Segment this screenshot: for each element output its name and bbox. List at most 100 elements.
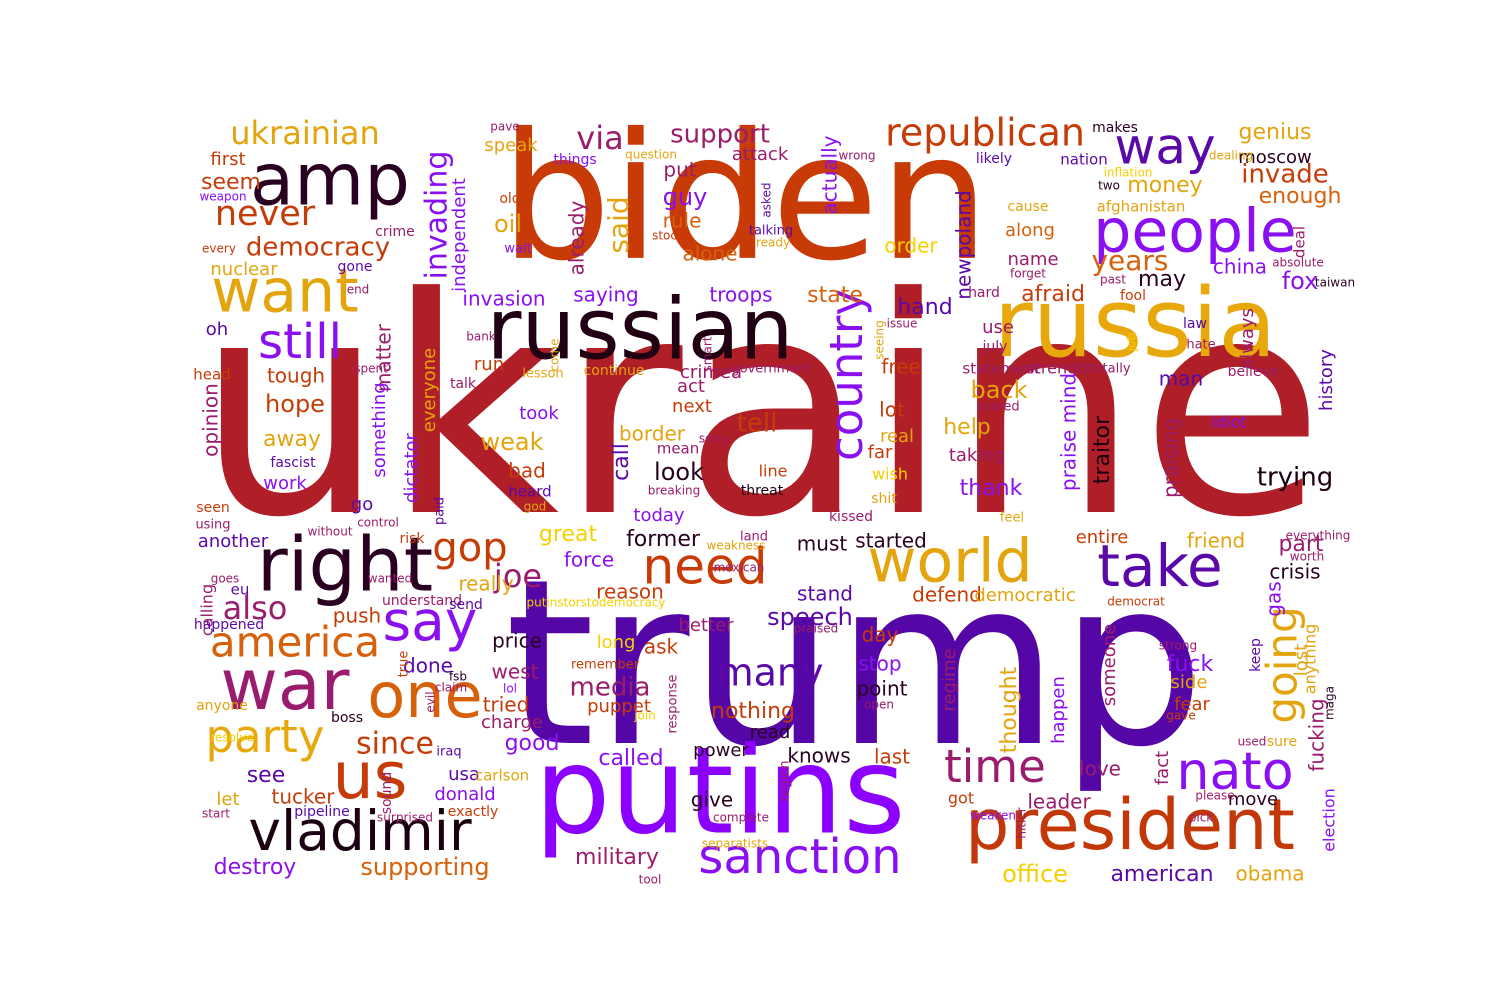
word-taking: taking xyxy=(949,445,1005,466)
word-order: order xyxy=(884,234,938,258)
word-good: good xyxy=(505,731,560,756)
word-believe: believe xyxy=(1228,364,1279,380)
word-stock: stock xyxy=(652,229,684,243)
word-russian: russian xyxy=(487,280,794,379)
word-wanted: wanted xyxy=(368,572,412,586)
word-iraq: iraq xyxy=(436,745,461,760)
word-day: day xyxy=(862,623,899,647)
word-putins: putins xyxy=(534,723,905,862)
word-gop: gop xyxy=(432,525,507,571)
word-back: back xyxy=(970,376,1027,404)
word-nothing: nothing xyxy=(711,699,795,724)
word-threat: threat xyxy=(741,483,784,499)
word-carlson: carlson xyxy=(475,767,529,785)
word-land: land xyxy=(740,530,768,545)
word-right: right xyxy=(257,521,433,609)
word-china: china xyxy=(1213,255,1267,279)
word-people: people xyxy=(1093,197,1296,267)
word-since: since xyxy=(356,727,434,762)
word-nuclear: nuclear xyxy=(210,259,278,280)
word-away: away xyxy=(263,427,321,452)
word-open: open xyxy=(864,698,894,712)
word-gone: gone xyxy=(338,259,373,275)
word-support: support xyxy=(670,120,770,150)
word-last: last xyxy=(874,745,910,769)
word-said: said xyxy=(602,196,635,253)
word-sorry: sorry xyxy=(699,432,729,446)
word-country: country xyxy=(820,289,873,461)
word-side: side xyxy=(1171,672,1208,693)
word-nation: nation xyxy=(1060,151,1107,169)
word-weak: weak xyxy=(481,428,544,456)
word-seen: seen xyxy=(196,500,229,516)
word-mexican: mexican xyxy=(714,561,765,575)
word-way: way xyxy=(1114,118,1215,176)
word-anyone: anyone xyxy=(196,698,248,714)
word-someone: someone xyxy=(1099,624,1120,707)
word-god: god xyxy=(524,500,547,514)
word-dealing: dealing xyxy=(1209,149,1253,163)
word-attack: attack xyxy=(732,144,789,165)
word-great: great xyxy=(539,522,598,547)
word-next: next xyxy=(672,396,712,417)
word-going: going xyxy=(1258,606,1307,723)
word-job: job xyxy=(1125,333,1139,352)
word-complete: complete xyxy=(713,811,769,825)
word-office: office xyxy=(1002,860,1068,888)
word-breaking: breaking xyxy=(648,484,701,498)
word-likely: likely xyxy=(976,151,1012,167)
word-long: long xyxy=(597,632,636,653)
word-continue: continue xyxy=(584,363,645,379)
word-talking: talking xyxy=(749,224,793,239)
word-seem: seem xyxy=(201,170,261,195)
word-claim: claim xyxy=(435,681,467,695)
word-let: let xyxy=(216,789,239,810)
word-trying: trying xyxy=(1257,463,1333,493)
word-point: point xyxy=(856,677,907,701)
word-praise-mind: praise mind xyxy=(1057,373,1081,491)
word-everyone: everyone xyxy=(419,348,440,432)
word-wish: wish xyxy=(872,465,908,484)
word-joe: joe xyxy=(493,557,542,595)
word-strong: strong xyxy=(1159,639,1197,653)
word-troops: troops xyxy=(709,283,772,307)
word-end: end xyxy=(347,283,370,297)
word-democrat: democrat xyxy=(1107,595,1165,609)
word-name: name xyxy=(1007,249,1058,270)
word-destroy: destroy xyxy=(214,855,297,880)
word-resolve: resolve xyxy=(210,731,253,745)
word-please: please xyxy=(1195,789,1234,803)
word-vladimir: vladimir xyxy=(248,799,472,863)
word-sure: sure xyxy=(1267,734,1297,750)
word-hard: hard xyxy=(968,285,1000,301)
word-reason: reason xyxy=(596,580,664,604)
word-obama: obama xyxy=(1236,862,1305,886)
word-got: got xyxy=(948,789,974,808)
word-fsb: fsb xyxy=(449,670,467,684)
word-invasion: invasion xyxy=(462,287,545,311)
word-makes: makes xyxy=(1092,120,1138,136)
word-every: every xyxy=(202,242,236,256)
word-sound: sound xyxy=(379,772,395,815)
word-always: always xyxy=(1237,308,1258,370)
word-something: something xyxy=(369,382,390,477)
word-scared: scared xyxy=(976,400,1019,415)
word-pipeline: pipeline xyxy=(294,804,350,820)
word-really: really xyxy=(458,572,513,596)
word-puppet: puppet xyxy=(587,696,651,717)
word-done: done xyxy=(403,654,453,678)
word-party: party xyxy=(206,710,325,763)
word-things: things xyxy=(553,152,596,168)
word-part: part xyxy=(1278,532,1323,557)
word-fool: fool xyxy=(1120,288,1146,304)
word-matter: matter xyxy=(372,323,396,392)
word-russia: russia xyxy=(994,269,1277,379)
word-join: join xyxy=(633,709,656,723)
word-real: real xyxy=(880,426,914,447)
word-time: time xyxy=(944,740,1046,793)
word-leader: leader xyxy=(1027,790,1091,814)
word-american: american xyxy=(1110,862,1213,887)
word-state: state xyxy=(807,283,863,308)
word-pick: pick xyxy=(1189,811,1214,825)
word-paid: paid xyxy=(433,497,448,525)
